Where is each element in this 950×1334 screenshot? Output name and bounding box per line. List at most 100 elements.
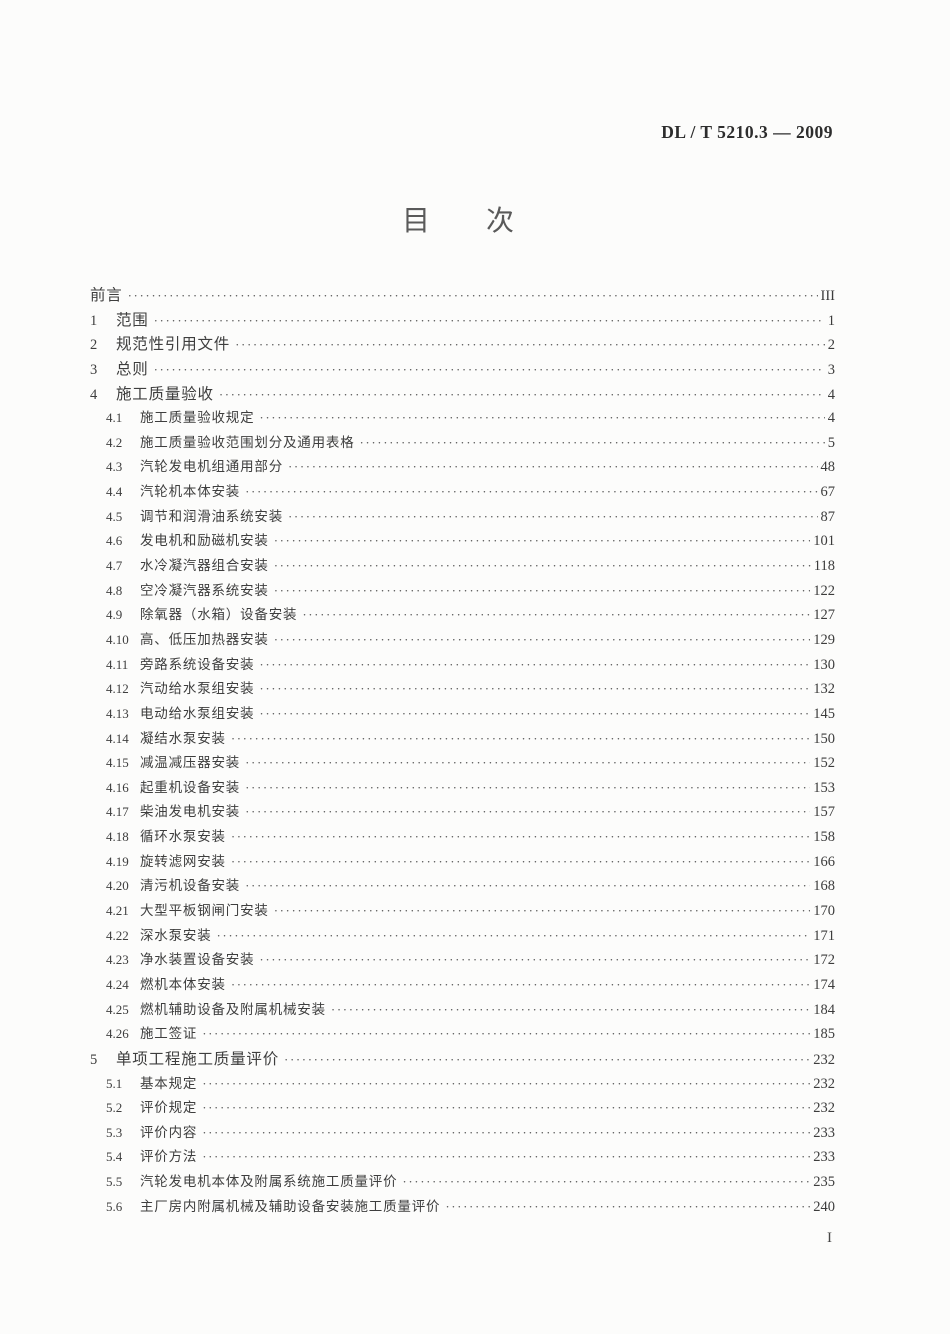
toc-entry-label: 燃机本体安装 [140,976,226,992]
toc-entry-label: 凝结水泵安装 [140,730,226,746]
toc-leader-dots [231,854,810,870]
toc-entry-page: 153 [813,779,835,796]
toc-entry-label: 减温减压器安装 [140,755,241,771]
toc-entry-number: 4.15 [106,755,129,771]
toc-leader-dots [402,1174,810,1190]
toc-entry-label: 主厂房内附属机械及辅助设备安装施工质量评价 [140,1198,441,1214]
toc-entry-label: 施工质量验收规定 [140,410,255,426]
toc-entry-number: 4.5 [106,508,123,524]
toc-entry-number: 4.20 [106,878,129,894]
toc-leader-dots [259,952,810,968]
toc-entry-label: 发电机和励磁机安装 [140,533,269,549]
toc-entry: 4.14 凝结水泵安装 150 [106,727,835,752]
toc-entry-label: 起重机设备安装 [140,779,241,795]
toc-entry-number: 4.21 [106,903,129,919]
toc-entry-number: 4.8 [106,582,123,598]
toc-entry-label: 水冷凝汽器组合安装 [140,558,269,574]
toc-entry: 4.18 循环水泵安装 158 [106,825,835,850]
toc-leader-dots [259,681,810,697]
toc-entry: 5.2 评价规定 232 [106,1096,835,1121]
toc-leader-dots [202,1125,810,1141]
toc-entry-label: 深水泵安装 [140,927,212,943]
toc-entry: 4.9 除氧器（水箱）设备安装 127 [106,603,835,628]
toc-entry-page: 232 [813,1051,835,1068]
toc-leader-dots [154,312,825,330]
toc-entry-label: 除氧器（水箱）设备安装 [140,607,298,623]
toc-entry: 4.2 施工质量验收范围划分及通用表格 5 [106,431,835,456]
toc-entry-page: 240 [813,1198,835,1215]
toc-entry-label: 净水装置设备安装 [140,952,255,968]
toc-entry-page: 233 [813,1124,835,1141]
toc-leader-dots [245,755,810,771]
toc-entry: 4.20 清污机设备安装 168 [106,874,835,899]
toc-entry-page: 157 [813,804,835,821]
toc-entry: 4.15 减温减压器安装 152 [106,751,835,776]
toc-entry-page: 232 [813,1100,835,1117]
toc-entry-number: 4.23 [106,952,129,968]
toc-entry-number: 4.3 [106,459,123,475]
toc-entry: 5.1 基本规定 232 [106,1072,835,1097]
toc-entry-page: 145 [813,705,835,722]
toc-entry: 4.22 深水泵安装 171 [106,924,835,949]
toc-entry: 3 总则 3 [90,357,835,382]
toc-entry-number: 4.16 [106,779,129,795]
toc-entry-number: 5 [90,1051,98,1068]
toc-entry: 5.6 主厂房内附属机械及辅助设备安装施工质量评价 240 [106,1195,835,1220]
toc-entry-page: 170 [813,903,835,920]
toc-leader-dots [154,361,825,379]
toc-entry-label: 总则 [116,360,149,378]
toc-entry-label: 循环水泵安装 [140,829,226,845]
toc-entry-number: 4.17 [106,804,129,820]
toc-leader-dots [202,1100,810,1116]
toc-entry-number: 4 [90,386,98,403]
toc-entry-page: 129 [813,631,835,648]
toc-entry-number: 5.4 [106,1149,123,1165]
toc-entry: 4.8 空冷凝汽器系统安装 122 [106,579,835,604]
toc-entry: 5.3 评价内容 233 [106,1121,835,1146]
toc-entry-number: 1 [90,312,98,329]
toc-entry-number: 4.26 [106,1026,129,1042]
toc-entry-number: 4.4 [106,484,123,500]
toc-entry: 5.4 评价方法 233 [106,1145,835,1170]
toc-entry: 4 施工质量验收 4 [90,382,835,407]
toc-entry-page: 4 [827,386,835,403]
toc-entry-page: 174 [813,976,835,993]
toc-entry-number: 4.10 [106,631,129,647]
toc-leader-dots [274,533,811,549]
toc-entry-number: 4.22 [106,927,129,943]
toc-entry-label: 基本规定 [140,1075,198,1091]
toc-entry-number: 5.6 [106,1198,123,1214]
toc-entry: 4.12 汽动给水泵组安装 132 [106,677,835,702]
toc-entry-page: 3 [827,361,835,378]
toc-leader-dots [217,928,811,944]
toc-entry-label: 施工质量验收范围划分及通用表格 [140,434,355,450]
toc-leader-dots [202,1026,810,1042]
toc-entry: 4.3 汽轮发电机组通用部分 48 [106,455,835,480]
toc-entry-number: 4.14 [106,730,129,746]
toc-entry-page: III [820,288,836,304]
toc-entry-number: 4.6 [106,533,123,549]
toc-leader-dots [245,804,810,820]
toc-entry-label: 汽动给水泵组安装 [140,681,255,697]
toc-entry-page: 232 [813,1075,835,1092]
toc-entry-page: 184 [813,1001,835,1018]
toc-entry-number: 5.1 [106,1075,123,1091]
toc-leader-dots [288,459,818,475]
toc-entry-number: 4.13 [106,705,129,721]
toc-entry-number: 4.1 [106,410,123,426]
toc-leader-dots [331,1002,810,1018]
toc-entry: 2 规范性引用文件 2 [90,332,835,357]
toc-entry-page: 67 [820,484,836,501]
toc-list: 前言 III 1 范围 1 2 规范性引用文件 2 3 总则 3 4 施工质量验… [90,283,835,1219]
toc-leader-dots [231,977,810,993]
toc-entry: 4.25 燃机辅助设备及附属机械安装 184 [106,998,835,1023]
toc-entry: 4.1 施工质量验收规定 4 [106,406,835,431]
toc-entry-label: 单项工程施工质量评价 [116,1050,280,1068]
toc-entry-label: 大型平板钢闸门安装 [140,903,269,919]
toc-entry: 4.13 电动给水泵组安装 145 [106,702,835,727]
toc-entry-label: 汽轮发电机本体及附属系统施工质量评价 [140,1174,398,1190]
toc-entry: 5 单项工程施工质量评价 232 [90,1047,835,1072]
toc-entry-label: 施工签证 [140,1026,198,1042]
toc-leader-dots [274,583,811,599]
toc-entry-page: 233 [813,1149,835,1166]
